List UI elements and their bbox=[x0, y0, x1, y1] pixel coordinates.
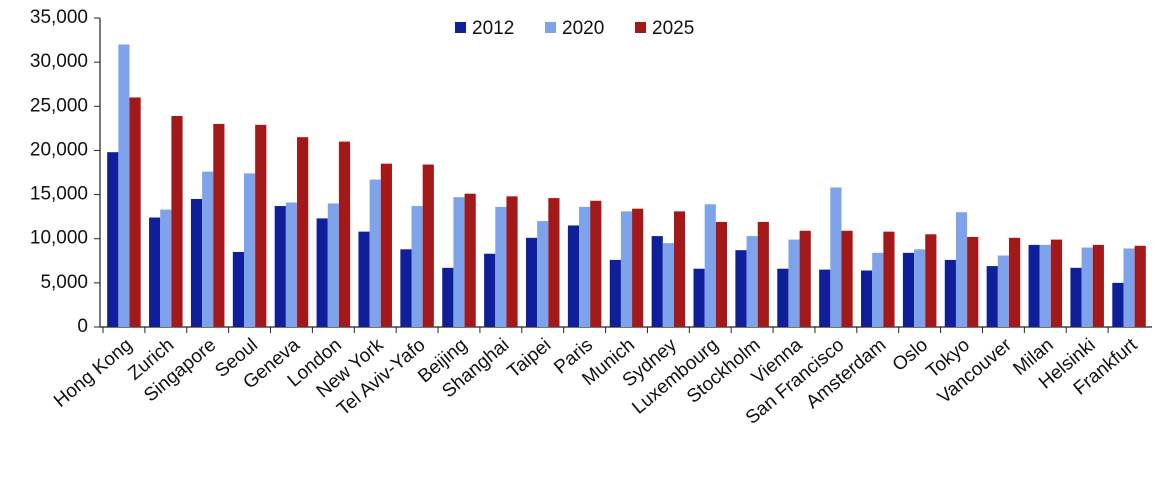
y-tick-label: 10,000 bbox=[30, 228, 88, 249]
bar bbox=[160, 209, 172, 327]
bar bbox=[118, 44, 130, 327]
bar bbox=[190, 198, 203, 327]
bar bbox=[506, 196, 518, 327]
bar bbox=[841, 230, 853, 327]
legend-swatch bbox=[545, 22, 556, 33]
bar bbox=[327, 203, 339, 327]
bar bbox=[149, 217, 161, 327]
bar bbox=[232, 251, 244, 327]
bar bbox=[914, 249, 926, 327]
bar bbox=[380, 163, 392, 327]
bar bbox=[662, 243, 674, 327]
bar bbox=[213, 123, 225, 327]
y-tick-label: 35,000 bbox=[30, 7, 88, 28]
bar bbox=[442, 267, 454, 327]
bar bbox=[872, 252, 884, 327]
bar bbox=[735, 250, 747, 327]
bar bbox=[967, 236, 979, 327]
bar bbox=[1134, 245, 1146, 327]
bar bbox=[944, 259, 956, 327]
bar bbox=[202, 171, 214, 327]
bar bbox=[1028, 244, 1040, 327]
bar bbox=[955, 212, 968, 327]
bar bbox=[537, 221, 549, 327]
bar bbox=[673, 211, 686, 327]
bar bbox=[1123, 248, 1135, 327]
bar bbox=[746, 236, 758, 327]
bar bbox=[777, 268, 789, 327]
x-tick-label: Taipei bbox=[504, 335, 556, 383]
bar bbox=[358, 231, 370, 327]
bar bbox=[651, 236, 663, 327]
legend-label: 2020 bbox=[562, 18, 604, 39]
bar bbox=[704, 204, 716, 327]
bar bbox=[715, 221, 728, 327]
bar bbox=[620, 211, 633, 327]
bar bbox=[693, 268, 705, 327]
bar bbox=[171, 115, 183, 327]
bar bbox=[338, 141, 351, 327]
bar bbox=[107, 152, 119, 327]
y-tick-label: 15,000 bbox=[30, 184, 88, 205]
bar bbox=[819, 269, 831, 327]
bar bbox=[902, 252, 915, 327]
bar bbox=[590, 200, 602, 327]
bar bbox=[609, 259, 621, 327]
bar bbox=[548, 198, 560, 327]
bar bbox=[997, 255, 1010, 327]
legend-swatch bbox=[635, 22, 646, 33]
y-tick-label: 5,000 bbox=[40, 272, 88, 293]
bar bbox=[422, 164, 434, 327]
bar bbox=[243, 173, 256, 327]
bar bbox=[986, 266, 998, 327]
bar bbox=[369, 179, 381, 327]
bar bbox=[129, 97, 141, 327]
bar bbox=[484, 253, 496, 327]
bar bbox=[255, 124, 267, 327]
legend-label: 2012 bbox=[472, 18, 514, 39]
bar bbox=[411, 206, 423, 327]
bar bbox=[400, 249, 412, 327]
bar bbox=[525, 237, 538, 327]
bar bbox=[464, 193, 476, 327]
bar bbox=[297, 137, 309, 327]
bar bbox=[883, 231, 895, 327]
y-tick-label: 0 bbox=[77, 316, 88, 337]
bar bbox=[925, 234, 937, 327]
bar bbox=[453, 197, 465, 327]
y-tick-label: 30,000 bbox=[30, 51, 88, 72]
bar bbox=[799, 230, 811, 327]
bar bbox=[1009, 237, 1021, 327]
bar bbox=[861, 270, 873, 327]
bar bbox=[495, 206, 507, 327]
legend-label: 2025 bbox=[652, 18, 694, 39]
y-tick-label: 25,000 bbox=[30, 95, 88, 116]
bar bbox=[788, 239, 800, 327]
bar bbox=[1039, 244, 1051, 327]
bar bbox=[579, 206, 591, 327]
legend-swatch bbox=[455, 22, 466, 33]
bar bbox=[285, 202, 298, 327]
bar bbox=[316, 218, 328, 327]
bar bbox=[830, 187, 842, 327]
x-tick-label: Hong Kong bbox=[50, 335, 136, 412]
bar bbox=[274, 206, 286, 327]
bar bbox=[1081, 247, 1093, 327]
y-tick-label: 20,000 bbox=[30, 139, 88, 160]
bar bbox=[567, 225, 580, 327]
bar bbox=[632, 208, 644, 327]
bar bbox=[1092, 244, 1104, 327]
bar bbox=[1070, 267, 1082, 327]
bar bbox=[1050, 239, 1063, 327]
bar bbox=[1112, 282, 1124, 327]
bar bbox=[757, 221, 769, 327]
